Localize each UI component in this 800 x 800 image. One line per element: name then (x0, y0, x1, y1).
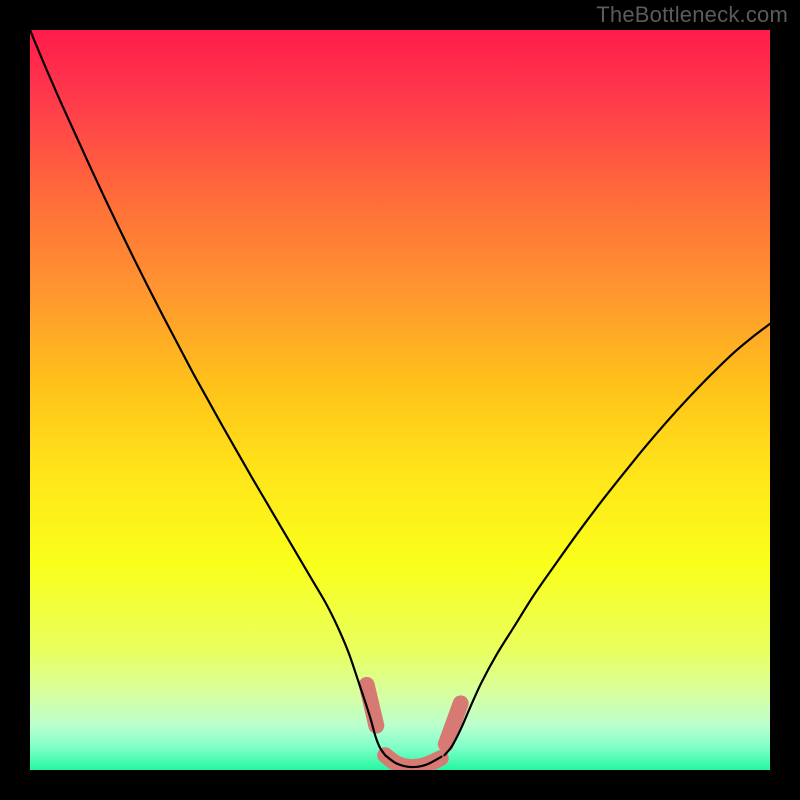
gradient-background (30, 30, 770, 770)
bottleneck-chart (0, 0, 800, 800)
watermark-text: TheBottleneck.com (596, 2, 788, 28)
chart-stage: TheBottleneck.com (0, 0, 800, 800)
